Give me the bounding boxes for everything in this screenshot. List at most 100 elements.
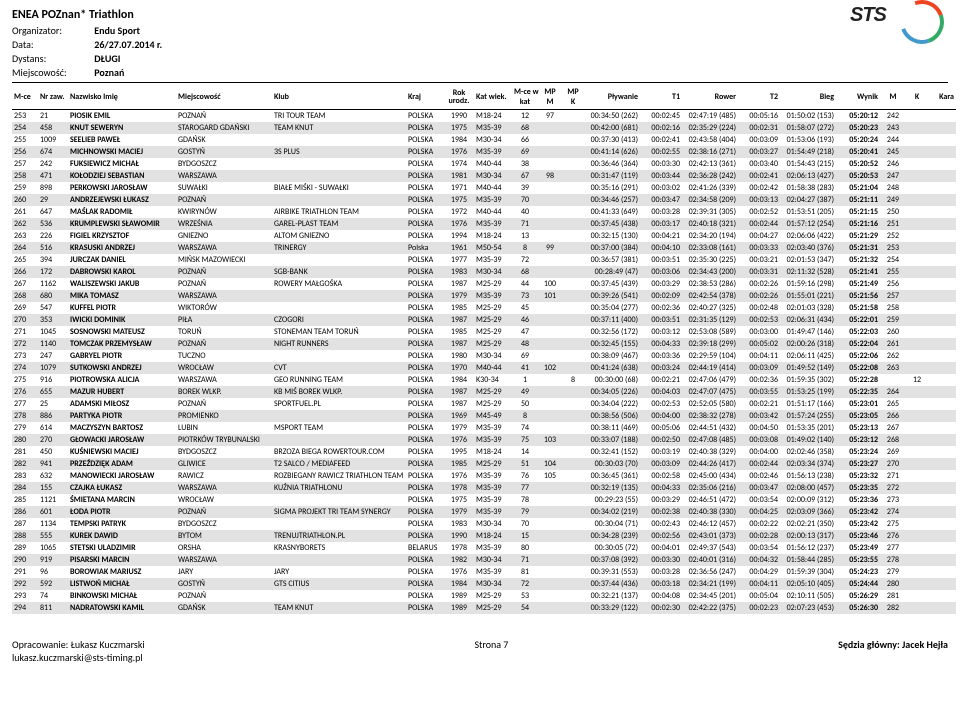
cell	[928, 254, 956, 266]
cell: 1121	[38, 494, 68, 506]
cell: FIGIEL KRZYSZTOF	[68, 230, 176, 242]
cell: 256	[880, 278, 906, 290]
cell: 02:06:13 (427)	[780, 170, 836, 182]
cell: 02:39:31 (305)	[682, 206, 738, 218]
cell: 68	[512, 266, 538, 278]
cell: 00:30:04 (71)	[584, 518, 640, 530]
cell: 02:35:29 (224)	[682, 122, 738, 134]
cell	[928, 398, 956, 410]
cell: KUFFEL PIOTR	[68, 302, 176, 314]
cell: STETSKI ULADZIMIR	[68, 542, 176, 554]
cell: 00:41:14 (626)	[584, 146, 640, 158]
cell: 00:32:21 (137)	[584, 590, 640, 602]
cell: M30-34	[474, 578, 512, 590]
cell	[906, 590, 928, 602]
cell: 05:21:32	[836, 254, 880, 266]
cell	[928, 134, 956, 146]
cell	[906, 266, 928, 278]
cell: MAŚLAK RADOMIŁ	[68, 206, 176, 218]
cell: 266	[12, 266, 38, 278]
cell	[906, 242, 928, 254]
table-row: 2851121ŚMIETANA MARCINWROCŁAWPOLSKA1975M…	[12, 494, 956, 506]
cell: 1990	[444, 530, 474, 542]
cell: 00:03:47	[640, 194, 682, 206]
cell: 269	[12, 302, 38, 314]
cell: SEELIEB PAWEŁ	[68, 134, 176, 146]
cell: POLSKA	[406, 446, 444, 458]
cell	[562, 134, 584, 146]
cell: 05:21:41	[836, 266, 880, 278]
cell: 01:49:52 (149)	[780, 362, 836, 374]
cell: 05:23:36	[836, 494, 880, 506]
cell: 77	[512, 482, 538, 494]
col-11: Pływanie	[584, 85, 640, 110]
cell: POLSKA	[406, 506, 444, 518]
cell: WROCŁAW	[176, 494, 272, 506]
cell: 02:34:58 (209)	[682, 194, 738, 206]
cell: 01:58:38 (283)	[780, 182, 836, 194]
cell: 3S PLUS	[272, 146, 406, 158]
table-row: 258471KOŁODZIEJ SEBASTIANWARSZAWAPOLSKA1…	[12, 170, 956, 182]
cell: POLSKA	[406, 182, 444, 194]
cell	[538, 374, 562, 386]
cell: BELARUS	[406, 542, 444, 554]
cell: 05:23:01	[836, 398, 880, 410]
table-row: 27725ADAMSKI MIŁOSZPOZNAŃSPORTFUEL.PLPOL…	[12, 398, 956, 410]
cell: M35-39	[474, 122, 512, 134]
cell: 50	[512, 398, 538, 410]
table-row: 290919PISARSKI MARCINWARSZAWAPOLSKA1982M…	[12, 554, 956, 566]
cell: 282	[880, 602, 906, 614]
cell: 00:04:00	[738, 446, 780, 458]
cell: M18-24	[474, 530, 512, 542]
cell: 05:24:44	[836, 578, 880, 590]
cell: 00:03:09	[738, 362, 780, 374]
cell: POLSKA	[406, 302, 444, 314]
cell: 263	[12, 230, 38, 242]
cell: 1969	[444, 410, 474, 422]
cell: 05:26:29	[836, 590, 880, 602]
cell	[928, 182, 956, 194]
cell: 02:06:31 (434)	[780, 314, 836, 326]
cell: 00:38:09 (467)	[584, 350, 640, 362]
cell: 01:57:12 (254)	[780, 218, 836, 230]
cell: 12	[906, 374, 928, 386]
cell: 614	[38, 422, 68, 434]
cell	[906, 158, 928, 170]
cell: 00:03:54	[738, 494, 780, 506]
cell: M45-49	[474, 410, 512, 422]
cell: 02:40:18 (321)	[682, 218, 738, 230]
cell: 1162	[38, 278, 68, 290]
table-row: 292592LISTWOŃ MICHAŁGOSTYŃGTS CITIUSPOLS…	[12, 578, 956, 590]
cell: 29	[38, 194, 68, 206]
table-row: 257242FUKSIEWICZ MICHAŁBYDGOSZCZPOLSKA19…	[12, 158, 956, 170]
cell: SIGMA PROJEKT TRI TEAM SYNERGY	[272, 506, 406, 518]
cell: 05:20:12	[836, 110, 880, 123]
cell	[538, 518, 562, 530]
cell: 00:02:21	[738, 398, 780, 410]
cell: 39	[512, 182, 538, 194]
cell: 01:53:35 (201)	[780, 422, 836, 434]
cell: 05:23:42	[836, 506, 880, 518]
table-head: M-ceNr zaw.Nazwisko ImięMiejscowośćKlubK…	[12, 85, 956, 110]
cell: POLSKA	[406, 362, 444, 374]
loc-value: Poznań	[94, 66, 124, 79]
cell: M25-29	[474, 326, 512, 338]
table-row: 265394JURCZAK DANIELMIŃSK MAZOWIECKIPOLS…	[12, 254, 956, 266]
cell: 00:03:17	[640, 218, 682, 230]
cell: 98	[538, 170, 562, 182]
cell: 272	[880, 482, 906, 494]
cell: 00:28:49 (47)	[584, 266, 640, 278]
cell: POLSKA	[406, 374, 444, 386]
cell: 05:21:11	[836, 194, 880, 206]
cell	[906, 146, 928, 158]
cell	[562, 230, 584, 242]
cell: 02:00:13 (317)	[780, 530, 836, 542]
cell: POZNAŃ	[176, 194, 272, 206]
cell: POLSKA	[406, 470, 444, 482]
cell: 67	[512, 170, 538, 182]
cell: 00:41:24 (638)	[584, 362, 640, 374]
cell: JARY	[176, 566, 272, 578]
cell: 00:03:28	[640, 206, 682, 218]
cell: 270	[880, 458, 906, 470]
cell: 05:23:35	[836, 482, 880, 494]
